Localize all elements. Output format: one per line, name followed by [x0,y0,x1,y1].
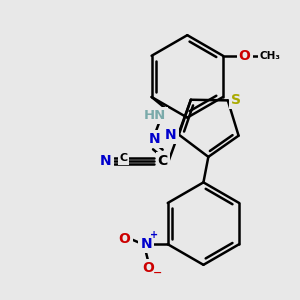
Text: +: + [150,230,158,240]
Text: S: S [231,93,241,107]
Text: N: N [165,128,177,142]
Text: CH₃: CH₃ [260,51,280,61]
Text: HN: HN [144,109,166,122]
Text: N: N [140,237,152,251]
Text: O: O [239,49,250,63]
Text: C: C [119,153,128,163]
Text: N: N [100,154,112,168]
Text: N: N [149,132,161,146]
Text: O: O [142,261,154,275]
Text: O: O [118,232,130,246]
Text: C: C [158,154,168,168]
Text: −: − [153,268,163,278]
